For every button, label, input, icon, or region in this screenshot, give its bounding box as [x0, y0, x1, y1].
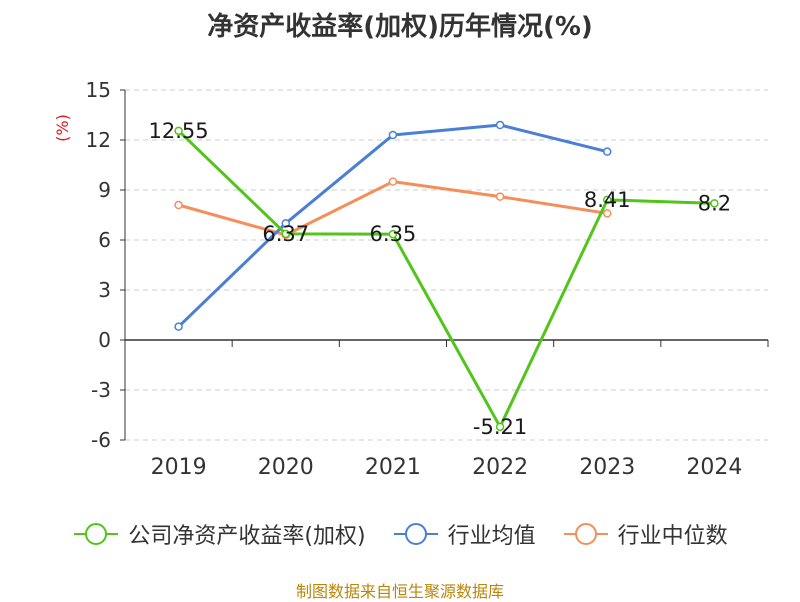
x-tick-label: 2023 [579, 455, 635, 480]
legend-marker-icon [74, 523, 119, 545]
data-point [281, 219, 290, 228]
gridlines [125, 89, 768, 441]
series-line [177, 129, 715, 429]
legend-item[interactable]: 公司净资产收益率(加权) [72, 518, 366, 550]
y-tick-label: 6 [98, 228, 111, 252]
legend-marker-icon [563, 523, 608, 545]
y-tick-label: -3 [91, 378, 111, 402]
data-point [495, 422, 505, 432]
data-point [281, 229, 290, 239]
legend-item[interactable]: 行业均值 [392, 518, 536, 550]
data-label: -5.21 [473, 415, 527, 439]
data-label: 12.55 [149, 119, 209, 143]
data-point [603, 209, 612, 218]
data-point [174, 126, 183, 136]
legend-item[interactable]: 行业中位数 [562, 518, 728, 550]
data-point [495, 192, 505, 201]
y-tick-label: 12 [86, 128, 111, 152]
data-point [495, 120, 505, 130]
y-tick-label: 9 [98, 178, 111, 202]
x-tick-label: 2020 [258, 455, 314, 480]
x-tick-label: 2019 [151, 455, 207, 480]
data-point [174, 200, 183, 210]
axes: -6 -3 0 3 6 9 12 15 2019 2020 2021 2022 2023 2024 [86, 78, 769, 480]
chart-title: 净资产收益率(加权)历年情况(%) [207, 12, 593, 42]
legend-label: 公司净资产收益率(加权) [128, 524, 366, 549]
y-tick-label: 3 [98, 278, 111, 302]
x-tick-label: 2021 [365, 455, 421, 480]
x-tick-label: 2022 [472, 455, 528, 480]
source-note: 制图数据来自恒生聚源数据库 [295, 582, 504, 601]
data-label: 6.37 [262, 222, 309, 246]
data-point [603, 147, 612, 156]
legend-marker-icon [393, 523, 438, 545]
data-point [388, 177, 398, 186]
data-point [388, 229, 398, 239]
data-label: 8.2 [698, 191, 731, 215]
data-labels: 12.55 6.37 6.35 -5.21 8.41 8.2 [149, 119, 732, 439]
y-tick-label: 15 [86, 78, 111, 102]
y-tick-label: 0 [98, 328, 111, 352]
legend-label: 行业中位数 [617, 524, 728, 549]
y-tick-label: -6 [91, 428, 111, 452]
legend: 公司净资产收益率(加权) 行业均值 行业中位数 [0, 518, 800, 550]
series-lines [174, 120, 719, 432]
data-point [710, 199, 719, 208]
data-point [174, 322, 183, 331]
data-point [603, 195, 612, 205]
data-label: 8.41 [584, 188, 631, 212]
legend-label: 行业均值 [447, 524, 536, 549]
data-label: 6.35 [370, 222, 417, 246]
x-tick-label: 2024 [686, 455, 742, 480]
y-axis-label: (%) [53, 114, 72, 142]
data-point [388, 130, 398, 140]
